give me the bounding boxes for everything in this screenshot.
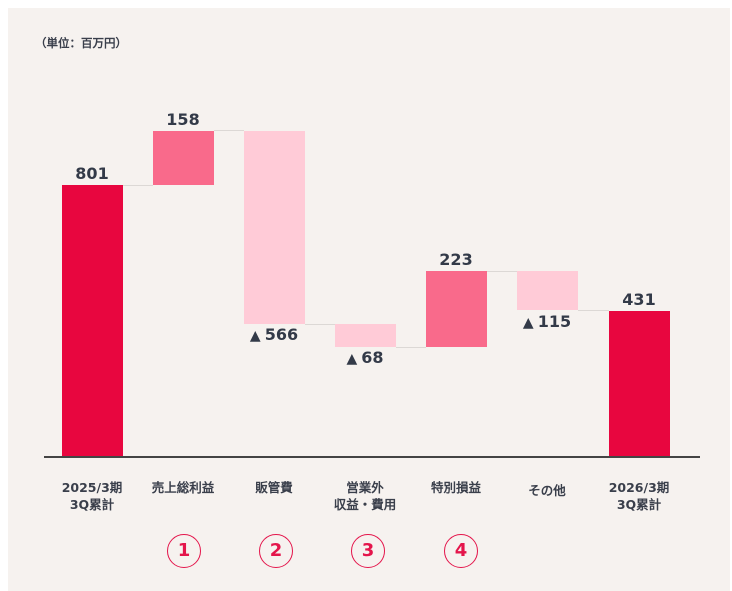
- bar-2025-total: [62, 185, 123, 457]
- circle-number-4: 4: [444, 534, 478, 568]
- bar-sga: [244, 131, 305, 324]
- chart-panel: [8, 8, 730, 591]
- connector: [305, 324, 335, 325]
- circle-number-1: 1: [167, 534, 201, 568]
- connector: [214, 130, 244, 131]
- value-label: 158: [166, 110, 200, 129]
- unit-label: （単位：百万円）: [35, 36, 127, 50]
- triangle-icon: ▲: [522, 315, 534, 331]
- category-label: 2025/3期 3Q累計: [61, 480, 123, 512]
- connector: [396, 347, 426, 348]
- value-label: ▲ 566: [249, 325, 299, 344]
- connector: [487, 271, 517, 272]
- category-label: 特別損益: [430, 480, 481, 495]
- value-label: ▲ 115: [522, 312, 572, 331]
- circle-number-3: 3: [351, 534, 385, 568]
- x-axis: [44, 456, 700, 458]
- category-label: その他: [528, 483, 566, 498]
- value-label: 801: [75, 164, 109, 183]
- value-label: ▲ 68: [346, 348, 384, 367]
- circle-number-2: 2: [259, 534, 293, 568]
- bar-gross-profit: [153, 131, 214, 185]
- category-label: 売上総利益: [151, 480, 215, 495]
- bar-2026-total: [609, 311, 670, 457]
- category-label: 営業外 収益・費用: [333, 480, 397, 512]
- connector: [578, 310, 609, 311]
- category-label: 2026/3期 3Q累計: [608, 480, 670, 512]
- connector: [123, 185, 153, 186]
- value-label: 223: [439, 250, 473, 269]
- value-label: 431: [622, 290, 656, 309]
- bar-non-operating: [335, 324, 396, 347]
- category-label: 販管費: [255, 480, 293, 495]
- triangle-icon: ▲: [249, 328, 261, 344]
- bar-other: [517, 271, 578, 310]
- bar-extraordinary: [426, 271, 487, 347]
- triangle-icon: ▲: [346, 351, 358, 367]
